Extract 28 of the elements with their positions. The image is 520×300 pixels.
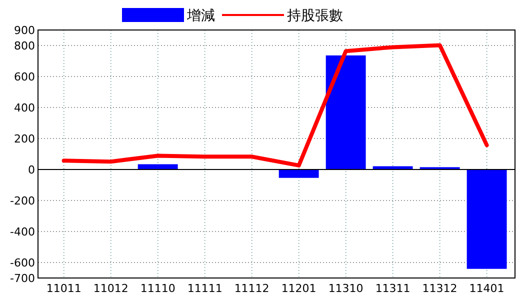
x-tick-label: 11110 <box>140 282 176 295</box>
x-tick-label: 11112 <box>234 282 270 295</box>
bar <box>466 170 507 269</box>
x-tick-label: 11401 <box>469 282 504 295</box>
y-tick-label: -200 <box>10 194 35 208</box>
y-tick-label: -700 <box>10 272 35 285</box>
legend-label: 持股張數 <box>287 8 343 24</box>
bar <box>138 164 178 170</box>
y-tick-label: -600 <box>10 256 35 270</box>
x-tick-label: 11111 <box>187 282 222 295</box>
x-tick-label: 11311 <box>375 282 410 295</box>
bar <box>372 166 413 170</box>
y-tick-label: 600 <box>14 70 35 84</box>
y-tick-label: 900 <box>14 24 35 37</box>
bar <box>278 170 319 178</box>
x-tick-label: 11310 <box>328 282 364 295</box>
y-tick-label: 0 <box>28 163 35 176</box>
x-tick-label: 11201 <box>281 282 316 295</box>
y-tick-label: 200 <box>14 132 35 146</box>
y-tick-label: 800 <box>14 39 35 52</box>
x-tick-label: 11012 <box>93 282 128 295</box>
line-series <box>62 43 489 168</box>
bar <box>326 55 366 170</box>
x-tick-label: 11011 <box>46 282 82 295</box>
y-tick-label: -400 <box>10 225 35 238</box>
legend-label: 增減 <box>186 8 215 24</box>
y-tick-label: 400 <box>14 101 35 114</box>
x-tick-label: 11312 <box>422 282 458 295</box>
